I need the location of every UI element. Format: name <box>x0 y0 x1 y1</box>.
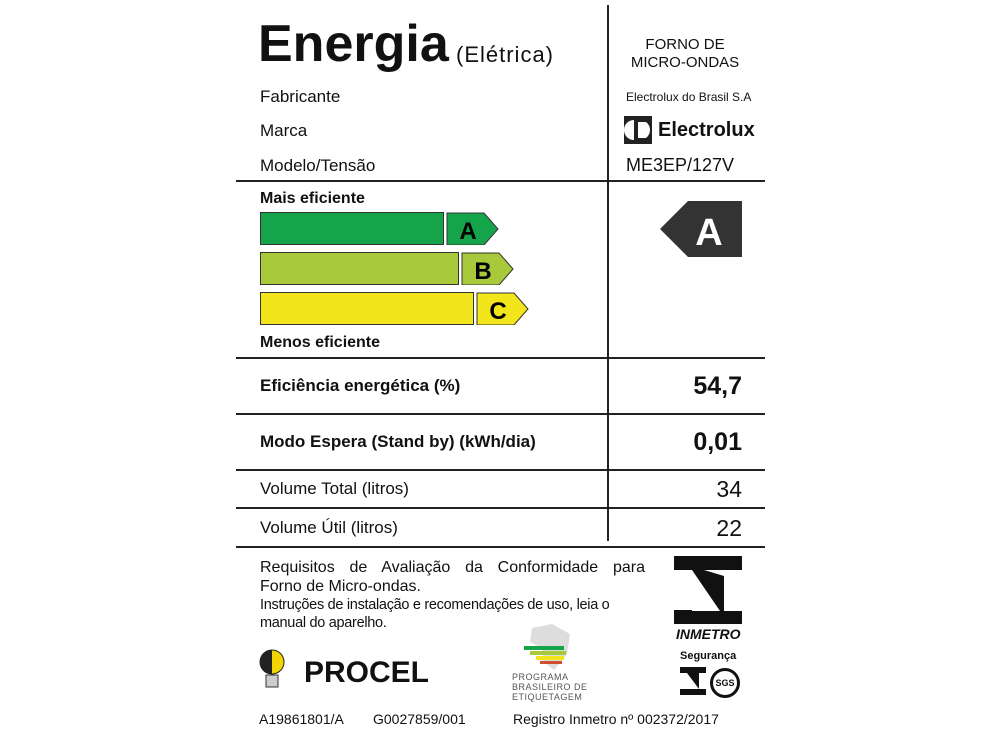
pbe-text: PROGRAMA BRASILEIRO DE ETIQUETAGEM <box>512 672 588 702</box>
efficiency-label: Eficiência energética (%) <box>260 376 461 395</box>
inmetro-registration: Registro Inmetro nº 002372/2017 <box>513 711 719 727</box>
standby-label: Modo Espera (Stand by) (kWh/dia) <box>260 432 536 451</box>
divider <box>236 546 765 548</box>
class-a-letter: A <box>459 218 476 245</box>
most-efficient-label: Mais eficiente <box>260 190 365 207</box>
brand-value: Electrolux <box>658 118 755 141</box>
requirements-text: Requisitos de Avaliação da Conformidade … <box>260 559 645 631</box>
product-type: FORNO DE MICRO-ONDAS <box>630 36 740 71</box>
brand-logo: Electrolux <box>624 116 755 144</box>
divider <box>236 507 765 509</box>
procel-bulb-icon <box>259 649 285 688</box>
efficiency-value: 54,7 <box>693 372 742 400</box>
procel-logo: PROCEL <box>304 656 430 689</box>
class-b-bar <box>260 252 459 285</box>
electrolux-icon <box>624 116 652 144</box>
divider <box>236 357 765 359</box>
least-efficient-label: Menos eficiente <box>260 334 381 351</box>
column-divider <box>607 5 609 541</box>
inmetro-logo <box>674 556 742 624</box>
model-value: ME3EP/127V <box>626 155 735 175</box>
sgs-seal: SGS <box>710 668 740 698</box>
class-a-arrow: A <box>446 212 499 245</box>
class-b-arrow: B <box>461 252 514 285</box>
label-subtitle: (Elétrica) <box>456 42 555 67</box>
total-volume-value: 34 <box>716 476 742 502</box>
divider <box>236 469 765 471</box>
model-label: Modelo/Tensão <box>260 156 376 175</box>
rating-arrow: A <box>660 201 742 257</box>
class-c-bar <box>260 292 474 325</box>
safety-label: Segurança <box>680 650 737 662</box>
label-title: Energia <box>258 15 449 73</box>
class-c-arrow: C <box>476 292 529 325</box>
divider <box>236 413 765 415</box>
class-a-bar <box>260 212 444 245</box>
code-2: G0027859/001 <box>373 711 466 727</box>
class-b-letter: B <box>474 258 491 285</box>
total-volume-label: Volume Total (litros) <box>260 479 409 498</box>
manufacturer-value: Electrolux do Brasil S.A <box>626 90 752 104</box>
class-c-letter: C <box>489 298 506 325</box>
divider <box>236 180 765 182</box>
inmetro-text: INMETRO <box>676 626 741 642</box>
usable-volume-value: 22 <box>716 515 742 541</box>
rating-letter: A <box>695 212 722 254</box>
pbe-map-icon <box>524 624 570 670</box>
brand-label: Marca <box>260 121 308 140</box>
usable-volume-label: Volume Útil (litros) <box>260 518 398 537</box>
code-1: A19861801/A <box>259 711 344 727</box>
standby-value: 0,01 <box>693 428 742 456</box>
inmetro-small-icon <box>680 667 706 695</box>
manufacturer-label: Fabricante <box>260 87 341 106</box>
